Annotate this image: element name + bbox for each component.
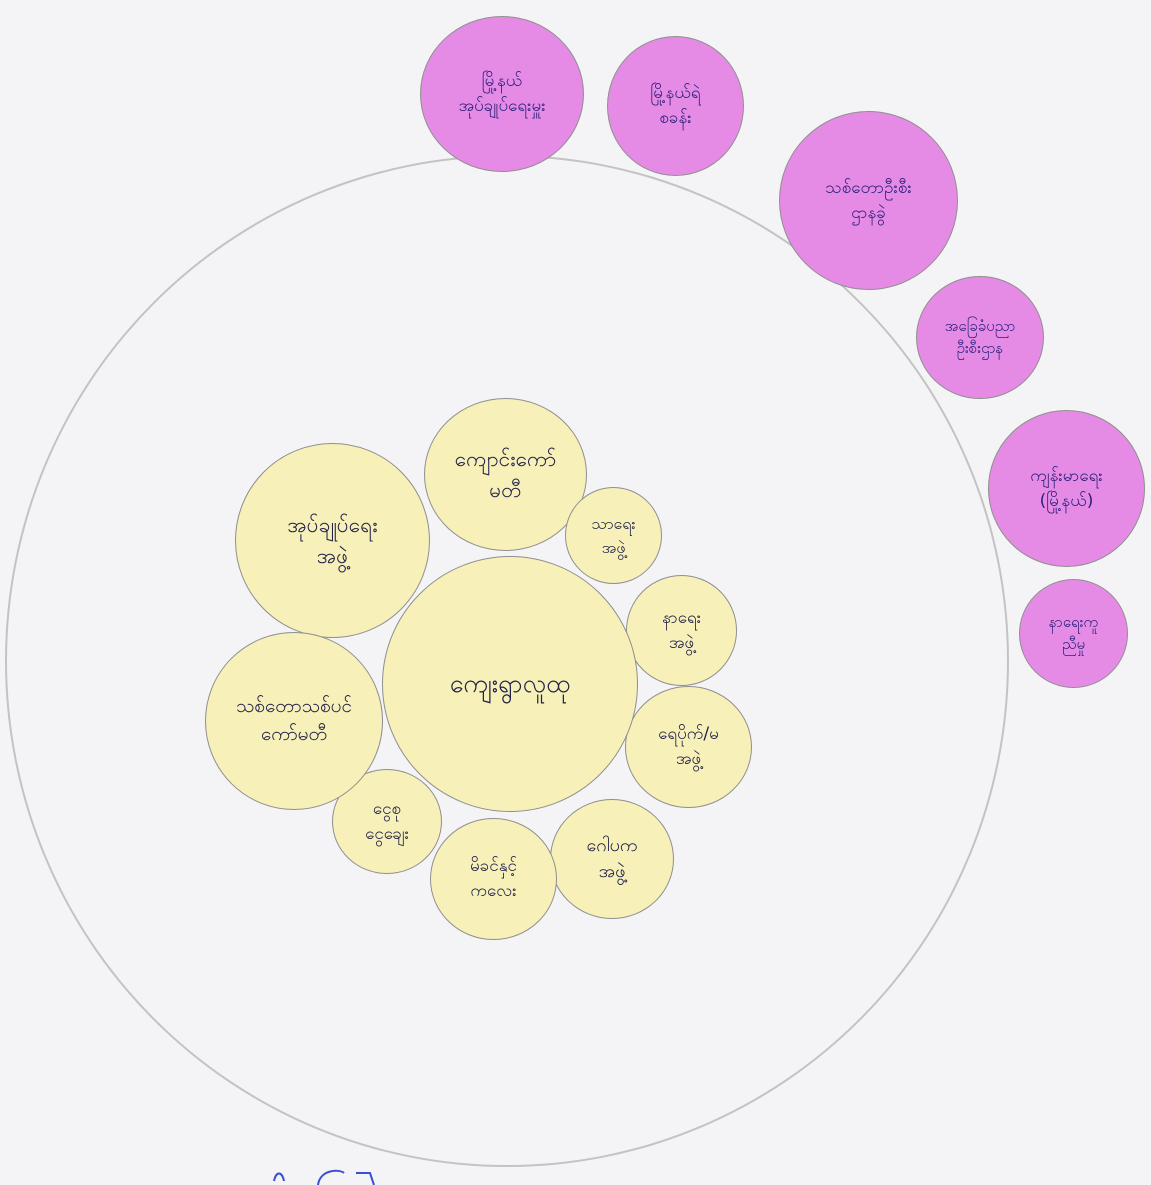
community-circle-water: ရေပိုက်/မ အဖွဲ့ bbox=[625, 686, 752, 808]
community-label: ကျောင်းကော် မတီ bbox=[454, 447, 557, 502]
external-label: နာရေးကူ ညီမှု bbox=[1048, 612, 1099, 653]
cut-off-handwriting-mark bbox=[273, 1169, 375, 1185]
community-circle-social: သာရေး အဖွဲ့ bbox=[565, 487, 662, 584]
external-circle-forest-dept: သစ်တောဦးစီး ဌာနခွဲ bbox=[779, 111, 958, 290]
community-label: အုပ်ချုပ်ရေး အဖွဲ့ bbox=[287, 513, 378, 568]
community-circle-monastery: ကျောင်းကော် မတီ bbox=[424, 398, 587, 551]
community-circle-funeral: နာရေး အဖွဲ့ bbox=[626, 575, 737, 686]
external-circle-township-admin: မြို့နယ် အုပ်ချုပ်ရေးမှူး bbox=[420, 16, 584, 172]
external-label: အခြေခံပညာ ဦးစီးဌာန bbox=[944, 316, 1016, 357]
community-label: သာရေး အဖွဲ့ bbox=[591, 514, 636, 557]
village-center-circle: ကျေးရွာလူထု bbox=[382, 556, 638, 812]
community-label: သစ်တောသစ်ပင် ကော်မတီ bbox=[235, 695, 353, 745]
community-label: မိခင်နှင့် ကလေး bbox=[470, 856, 517, 901]
community-label: ဂေါပက အဖွဲ့ bbox=[586, 834, 638, 882]
community-circle-youth: အုပ်ချုပ်ရေး အဖွဲ့ bbox=[235, 443, 430, 638]
external-label: မြို့နယ် အုပ်ချုပ်ရေးမှူး bbox=[458, 71, 546, 116]
external-label: သစ်တောဦးစီး ဌာနခွဲ bbox=[825, 177, 912, 223]
external-circle-township-hospital: မြို့နယ်ရဲ စခန်း bbox=[607, 36, 744, 176]
external-circle-health-dept: ကျန်းမာရေး (မြို့နယ်) bbox=[988, 410, 1145, 567]
external-circle-ngo: နာရေးကူ ညီမှု bbox=[1019, 579, 1128, 688]
community-label: ငွေစု ငွေချေး bbox=[365, 798, 409, 844]
external-label: မြို့နယ်ရဲ စခန်း bbox=[650, 83, 701, 128]
community-label: နာရေး အဖွဲ့ bbox=[661, 607, 702, 653]
community-circle-religious: ဂေါပက အဖွဲ့ bbox=[550, 799, 674, 919]
community-circle-women: မိခင်နှင့် ကလေး bbox=[430, 818, 557, 940]
village-center-label: ကျေးရွာလူထု bbox=[449, 668, 571, 698]
external-circle-education-dept: အခြေခံပညာ ဦးစီးဌာန bbox=[916, 276, 1044, 399]
community-circle-savings: ငွေစု ငွေချေး bbox=[332, 769, 442, 874]
community-label: ရေပိုက်/မ အဖွဲ့ bbox=[658, 724, 719, 769]
external-label: ကျန်းမာရေး (မြို့နယ်) bbox=[1030, 465, 1103, 511]
community-circle-forest: သစ်တောသစ်ပင် ကော်မတီ bbox=[205, 632, 383, 810]
